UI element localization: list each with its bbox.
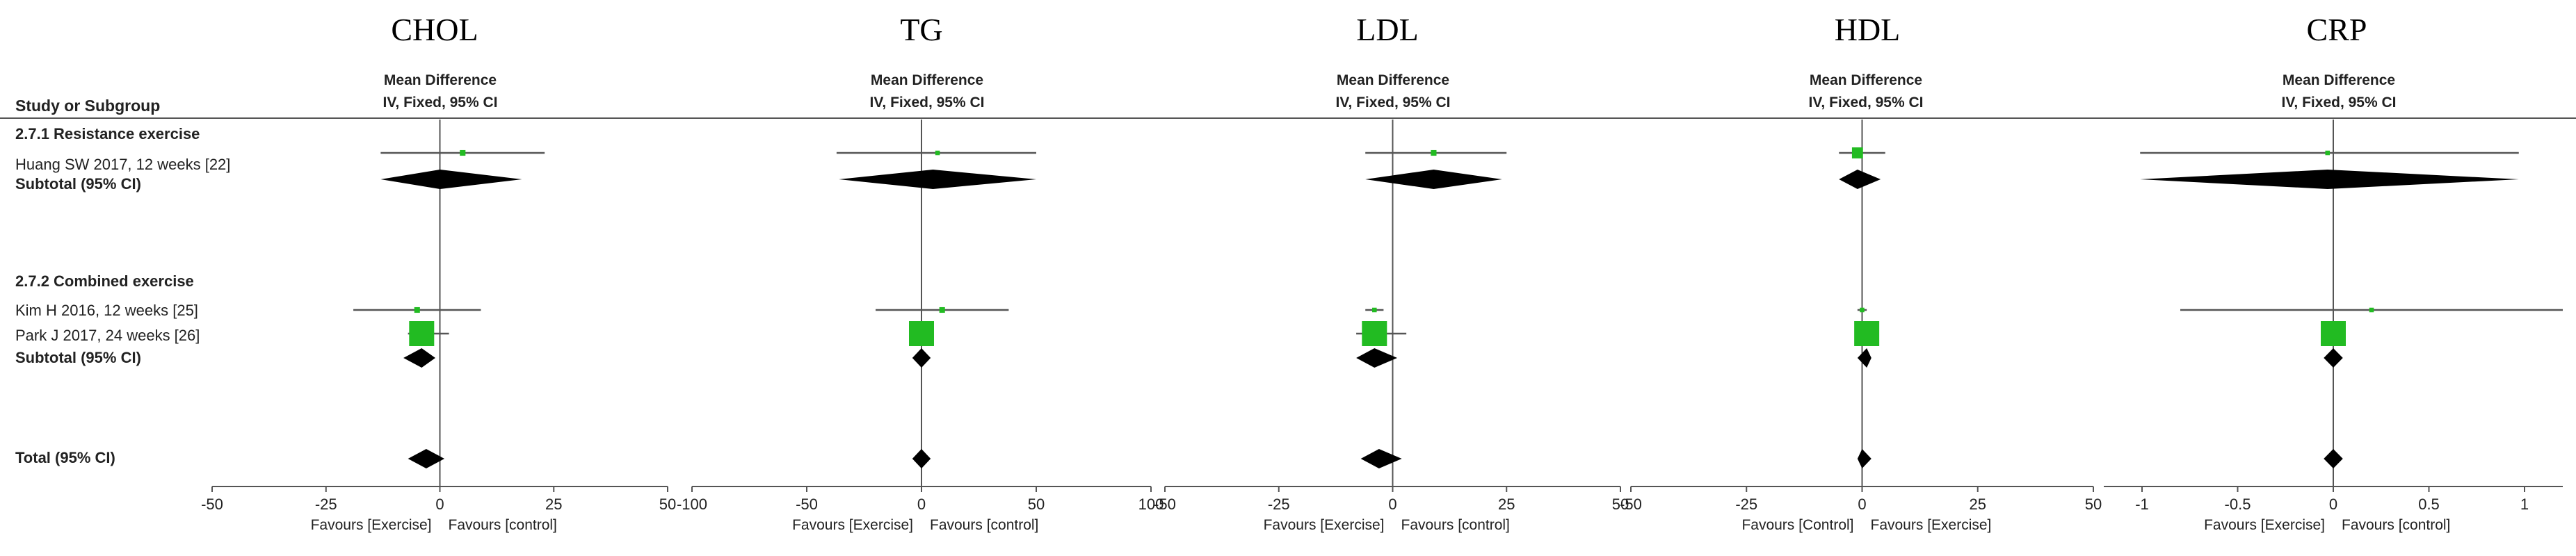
x-tick-label: 50 bbox=[659, 496, 676, 513]
study-column-header: Study or Subgroup bbox=[15, 97, 160, 115]
total-diamond bbox=[912, 449, 931, 468]
x-tick-label: -100 bbox=[677, 496, 707, 513]
subtotal-diamond bbox=[380, 170, 522, 189]
favours-left-label: Favours [Exercise] bbox=[311, 517, 432, 533]
favours-right-label: Favours [control] bbox=[1401, 517, 1510, 533]
column-header-line-1: Mean Difference bbox=[2283, 72, 2395, 88]
subtotal-diamond bbox=[912, 348, 931, 368]
study-point-marker bbox=[409, 321, 435, 346]
x-tick-label: -25 bbox=[1735, 496, 1757, 513]
total-diamond bbox=[1360, 449, 1402, 468]
x-tick-label: 25 bbox=[1498, 496, 1515, 513]
static-layer: Study or Subgroup bbox=[0, 97, 2576, 119]
x-tick-label: 0 bbox=[917, 496, 926, 513]
column-header-line-1: Mean Difference bbox=[1337, 72, 1449, 88]
study-group-label: 2.7.2 Combined exercise bbox=[15, 272, 194, 290]
forest-panel-crp: CRP Mean Difference IV, Fixed, 95% CI -1 -0.… bbox=[2104, 12, 2563, 533]
subtotal-diamond bbox=[2140, 170, 2519, 189]
favours-right-label: Favours [control] bbox=[449, 517, 557, 533]
column-header-line-1: Mean Difference bbox=[384, 72, 497, 88]
favours-left-label: Favours [Exercise] bbox=[2204, 517, 2325, 533]
x-tick-label: -25 bbox=[1268, 496, 1290, 513]
x-tick-label: 0 bbox=[1858, 496, 1866, 513]
x-tick-label: -50 bbox=[796, 496, 818, 513]
column-header-line-2: IV, Fixed, 95% CI bbox=[383, 95, 498, 111]
x-tick-label: 0.5 bbox=[2418, 496, 2440, 513]
x-tick-label: -50 bbox=[201, 496, 223, 513]
total-diamond bbox=[2324, 449, 2343, 468]
panel-title: TG bbox=[900, 12, 942, 47]
column-header-line-2: IV, Fixed, 95% CI bbox=[1336, 95, 1451, 111]
forest-panel-tg: TG Mean Difference IV, Fixed, 95% CI -100 -5… bbox=[677, 12, 1164, 533]
study-group-label: 2.7.1 Resistance exercise bbox=[15, 125, 200, 142]
study-label: Huang SW 2017, 12 weeks [22] bbox=[15, 156, 230, 173]
study-point-marker bbox=[1854, 321, 1880, 346]
x-tick-label: 0 bbox=[2329, 496, 2337, 513]
x-tick-label: -25 bbox=[315, 496, 337, 513]
study-point-marker bbox=[1860, 307, 1865, 313]
subtotal-diamond bbox=[1857, 348, 1871, 368]
study-point-marker bbox=[2325, 150, 2331, 156]
study-point-marker bbox=[935, 150, 940, 156]
x-tick-label: -0.5 bbox=[2225, 496, 2251, 513]
forest-panel-hdl: HDL Mean Difference IV, Fixed, 95% CI -50 -2… bbox=[1620, 12, 2102, 533]
favours-left-label: Favours [Exercise] bbox=[792, 517, 913, 533]
x-tick-label: 0 bbox=[435, 496, 444, 513]
panel-title: CHOL bbox=[391, 12, 478, 47]
subtotal-diamond bbox=[1839, 170, 1881, 189]
x-tick-label: -50 bbox=[1154, 496, 1176, 513]
favours-right-label: Favours [Exercise] bbox=[1871, 517, 1992, 533]
favours-right-label: Favours [control] bbox=[2342, 517, 2450, 533]
total-diamond bbox=[1857, 449, 1871, 468]
column-header-line-1: Mean Difference bbox=[871, 72, 983, 88]
forest-panel-chol: CHOL Mean Difference IV, Fixed, 95% CI -50 -… bbox=[201, 12, 676, 533]
study-group-label: Subtotal (95% CI) bbox=[15, 175, 141, 193]
subtotal-diamond bbox=[1365, 170, 1502, 189]
panel-title: HDL bbox=[1835, 12, 1901, 47]
x-tick-label: 0 bbox=[1388, 496, 1396, 513]
study-point-marker bbox=[2369, 307, 2374, 313]
column-header-line-1: Mean Difference bbox=[1810, 72, 1922, 88]
study-point-marker bbox=[909, 321, 934, 346]
study-label: Park J 2017, 24 weeks [26] bbox=[15, 327, 200, 344]
forest-panels: CHOL Mean Difference IV, Fixed, 95% CI -50 -… bbox=[201, 12, 2563, 533]
study-point-marker bbox=[1362, 321, 1387, 346]
favours-right-label: Favours [control] bbox=[930, 517, 1038, 533]
panel-title: CRP bbox=[2307, 12, 2367, 47]
study-group-label: Total (95% CI) bbox=[15, 449, 115, 466]
study-label: Kim H 2016, 12 weeks [25] bbox=[15, 302, 198, 319]
favours-left-label: Favours [Control] bbox=[1741, 517, 1853, 533]
study-point-marker bbox=[2321, 321, 2346, 346]
study-point-marker bbox=[1851, 147, 1863, 158]
column-header-line-2: IV, Fixed, 95% CI bbox=[1809, 95, 1924, 111]
study-point-marker bbox=[1431, 149, 1437, 156]
study-point-marker bbox=[1372, 307, 1377, 313]
study-point-marker bbox=[939, 306, 945, 313]
column-header-line-2: IV, Fixed, 95% CI bbox=[2282, 95, 2397, 111]
x-tick-label: 50 bbox=[1028, 496, 1045, 513]
x-tick-label: 50 bbox=[1612, 496, 1629, 513]
favours-left-label: Favours [Exercise] bbox=[1264, 517, 1385, 533]
x-tick-label: 25 bbox=[545, 496, 562, 513]
total-diamond bbox=[408, 449, 445, 468]
subtotal-diamond bbox=[1356, 348, 1398, 368]
x-tick-label: 1 bbox=[2520, 496, 2529, 513]
study-group-label: Subtotal (95% CI) bbox=[15, 349, 141, 366]
study-point-marker bbox=[460, 149, 466, 156]
x-tick-label: 100 bbox=[1138, 496, 1164, 513]
panel-title: LDL bbox=[1356, 12, 1418, 47]
x-tick-label: -50 bbox=[1620, 496, 1642, 513]
forest-panel-ldl: LDL Mean Difference IV, Fixed, 95% CI -50 -2… bbox=[1154, 12, 1629, 533]
subtotal-diamond bbox=[839, 170, 1036, 189]
study-point-marker bbox=[414, 306, 420, 313]
subtotal-diamond bbox=[403, 348, 435, 368]
column-header-line-2: IV, Fixed, 95% CI bbox=[870, 95, 985, 111]
x-tick-label: 50 bbox=[2085, 496, 2102, 513]
x-tick-label: 25 bbox=[1970, 496, 1986, 513]
study-labels: 2.7.1 Resistance exercise Huang SW 2017, … bbox=[15, 125, 230, 466]
x-tick-label: -1 bbox=[2135, 496, 2149, 513]
subtotal-diamond bbox=[2324, 348, 2343, 368]
